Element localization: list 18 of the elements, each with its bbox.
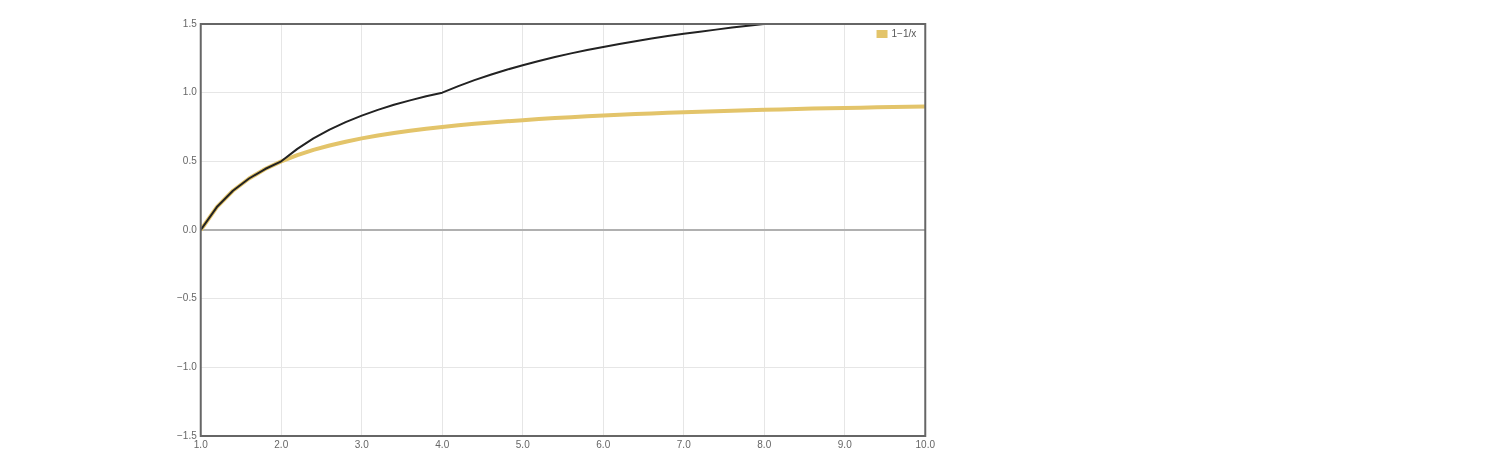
- y-tick-label: 1.0: [182, 86, 198, 98]
- y-tick-label: 1.5: [182, 17, 198, 29]
- x-tick-label: 8.0: [757, 438, 772, 450]
- y-tick-label: −1.5: [176, 429, 198, 441]
- x-tick-label: 4.0: [435, 438, 450, 450]
- x-tick-label: 1.0: [193, 438, 209, 450]
- x-tick-label: 7.0: [676, 438, 692, 450]
- x-tick-label: 9.0: [837, 438, 853, 450]
- x-tick-label: 6.0: [596, 438, 611, 450]
- y-tick-label: 0.5: [182, 155, 198, 167]
- x-tick-label: 10.0: [915, 438, 936, 450]
- y-tick-label: −0.5: [176, 292, 198, 304]
- x-tick-label: 2.0: [274, 438, 289, 450]
- y-tick-label: 0.0: [182, 223, 198, 235]
- x-tick-label: 5.0: [515, 438, 531, 450]
- x-tick-label: 3.0: [354, 438, 370, 450]
- y-tick-label: −1.0: [176, 361, 198, 373]
- legend-label: 1−1/x: [891, 27, 917, 39]
